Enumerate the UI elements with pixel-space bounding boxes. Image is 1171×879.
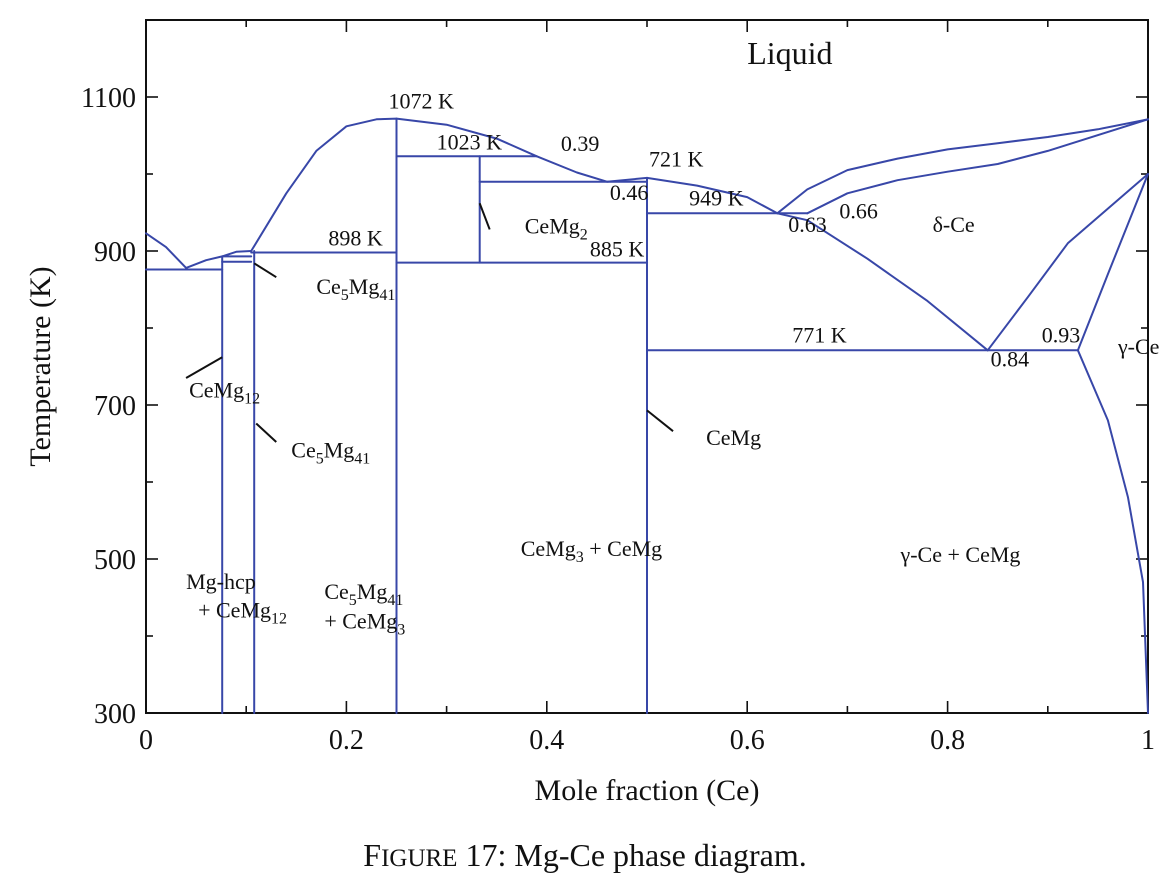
annotation-label: + CeMg12​: [198, 598, 287, 628]
annotation-label: 0.66: [839, 199, 878, 224]
y-axis-title: Temperature (K): [24, 266, 57, 466]
annotation-label: 949 K: [689, 186, 744, 211]
annotation-label: Liquid: [747, 35, 832, 71]
caption-prefix: F: [363, 837, 381, 873]
annotation-label: Mg-hcp: [186, 569, 256, 594]
y-tick-label: 700: [94, 391, 136, 422]
annotation-label: 885 K: [590, 236, 645, 261]
annotation-label: CeMg2​: [525, 213, 588, 243]
x-tick-label: 0.4: [529, 725, 564, 756]
annotation-label: 721 K: [649, 146, 704, 171]
annotation-label: 0.46: [610, 180, 649, 205]
annotation-label: CeMg12​: [189, 377, 260, 407]
x-tick-label: 0: [139, 725, 153, 756]
caption-rest: 17: Mg-Ce phase diagram.: [457, 837, 806, 873]
annotation-label: γ-Ce: [1117, 334, 1160, 359]
annotation-label: 0.84: [991, 347, 1030, 372]
annotation-label: Ce5​Mg41​: [291, 437, 370, 467]
y-tick-label: 900: [94, 237, 136, 268]
phase-boundary: [776, 212, 989, 352]
phase-boundary: [776, 118, 1149, 215]
axis-labels: Mole fraction (Ce) Temperature (K): [24, 266, 759, 807]
diagram-annotations: 1072 K 1023 K 0.39 721 K0.46 949 K 0.63 0.66 89…: [186, 35, 1159, 638]
phase-boundary: [145, 232, 253, 269]
annotation-label: Ce5​Mg41​: [324, 579, 403, 609]
x-tick-label: 0.8: [930, 725, 965, 756]
annotation-label: 771 K: [792, 323, 847, 348]
leader-line: [185, 356, 223, 379]
annotation-label: CeMg3​ + CeMg: [521, 536, 662, 566]
annotation-label: 0.63: [788, 212, 827, 237]
figure-caption: FIGURE 17: Mg-Ce phase diagram.: [363, 837, 806, 873]
annotation-label: γ-Ce + CeMg: [900, 542, 1021, 567]
phase-boundary-lines: [145, 117, 1149, 714]
y-tick-label: 500: [94, 545, 136, 576]
y-tick-label: 300: [94, 699, 136, 730]
leader-line: [646, 409, 674, 432]
annotation-label: + CeMg3​: [324, 608, 405, 638]
x-tick-label: 1: [1141, 725, 1155, 756]
phase-boundary: [806, 118, 1149, 215]
annotation-label: 1023 K: [437, 129, 503, 154]
phase-boundary: [250, 117, 779, 252]
phase-boundary: [1076, 349, 1149, 714]
phase-boundary: [986, 173, 1149, 352]
x-tick-label: 0.6: [730, 725, 765, 756]
leader-line: [255, 422, 277, 443]
x-axis-title: Mole fraction (Ce): [535, 774, 760, 807]
annotation-label: Ce5​Mg41​: [316, 274, 395, 304]
annotation-label: CeMg: [706, 425, 761, 450]
leader-line: [253, 262, 277, 279]
x-tick-label: 0.2: [329, 725, 364, 756]
annotation-label: 1072 K: [388, 89, 454, 114]
phase-boundary: [1076, 173, 1149, 352]
label-leader-lines: [185, 202, 674, 443]
annotation-label: 0.39: [561, 131, 600, 156]
caption-small-caps: IGURE: [381, 845, 457, 872]
annotation-label: 0.93: [1042, 323, 1081, 348]
leader-line: [478, 202, 491, 230]
y-tick-label: 1100: [81, 83, 136, 114]
annotation-label: 898 K: [328, 226, 383, 251]
annotation-label: δ-Ce: [933, 212, 975, 237]
